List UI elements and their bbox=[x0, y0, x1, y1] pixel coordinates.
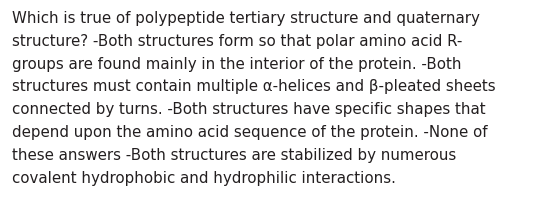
Text: groups are found mainly in the interior of the protein. -Both: groups are found mainly in the interior … bbox=[12, 57, 461, 72]
Text: connected by turns. -Both structures have specific shapes that: connected by turns. -Both structures hav… bbox=[12, 102, 485, 117]
Text: covalent hydrophobic and hydrophilic interactions.: covalent hydrophobic and hydrophilic int… bbox=[12, 171, 396, 186]
Text: structure? -Both structures form so that polar amino acid R-: structure? -Both structures form so that… bbox=[12, 34, 463, 49]
Text: Which is true of polypeptide tertiary structure and quaternary: Which is true of polypeptide tertiary st… bbox=[12, 11, 480, 26]
Text: depend upon the amino acid sequence of the protein. -None of: depend upon the amino acid sequence of t… bbox=[12, 125, 488, 140]
Text: structures must contain multiple α-helices and β-pleated sheets: structures must contain multiple α-helic… bbox=[12, 79, 496, 94]
Text: these answers -Both structures are stabilized by numerous: these answers -Both structures are stabi… bbox=[12, 148, 456, 163]
